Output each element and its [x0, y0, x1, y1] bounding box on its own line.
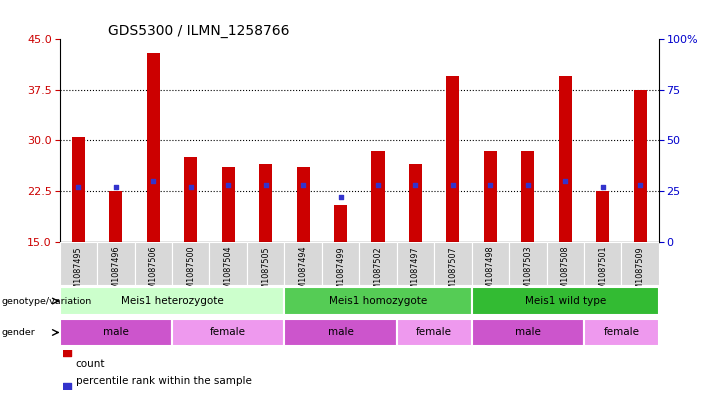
Text: GSM1087500: GSM1087500	[186, 246, 195, 299]
FancyBboxPatch shape	[359, 242, 397, 285]
Text: count: count	[76, 358, 105, 369]
Text: GSM1087495: GSM1087495	[74, 246, 83, 299]
Bar	[522, 151, 534, 242]
Text: GSM1087504: GSM1087504	[224, 246, 233, 299]
Bar	[259, 164, 272, 242]
Bar	[109, 191, 123, 242]
Point	[522, 182, 533, 188]
FancyBboxPatch shape	[434, 242, 472, 285]
Text: female: female	[416, 327, 452, 338]
Point	[410, 182, 421, 188]
Text: GSM1087494: GSM1087494	[299, 246, 308, 299]
FancyBboxPatch shape	[247, 242, 285, 285]
Point	[110, 184, 121, 190]
FancyBboxPatch shape	[60, 242, 97, 285]
Text: GSM1087502: GSM1087502	[374, 246, 383, 299]
Bar	[634, 90, 647, 242]
FancyBboxPatch shape	[285, 319, 397, 346]
Text: GSM1087503: GSM1087503	[524, 246, 532, 299]
Bar	[372, 151, 385, 242]
FancyBboxPatch shape	[285, 287, 472, 315]
FancyBboxPatch shape	[172, 319, 285, 346]
Point	[485, 182, 496, 188]
Point	[597, 184, 608, 190]
Text: GSM1087509: GSM1087509	[636, 246, 645, 299]
FancyBboxPatch shape	[97, 242, 135, 285]
Text: GSM1087499: GSM1087499	[336, 246, 345, 299]
Point	[297, 182, 308, 188]
Text: male: male	[327, 327, 353, 338]
Bar	[596, 191, 609, 242]
FancyBboxPatch shape	[509, 242, 547, 285]
FancyBboxPatch shape	[135, 242, 172, 285]
Point	[372, 182, 383, 188]
Text: GSM1087506: GSM1087506	[149, 246, 158, 299]
Text: female: female	[210, 327, 246, 338]
Point	[62, 384, 73, 390]
Text: GSM1087497: GSM1087497	[411, 246, 420, 299]
Point	[335, 194, 346, 200]
Point	[185, 184, 196, 190]
Bar	[409, 164, 422, 242]
FancyBboxPatch shape	[472, 287, 659, 315]
Text: male: male	[515, 327, 540, 338]
Text: Meis1 homozygote: Meis1 homozygote	[329, 296, 427, 306]
Text: GSM1087507: GSM1087507	[449, 246, 458, 299]
Text: Meis1 heterozygote: Meis1 heterozygote	[121, 296, 224, 306]
Point	[62, 349, 73, 355]
Point	[73, 184, 84, 190]
FancyBboxPatch shape	[472, 242, 509, 285]
Point	[148, 178, 159, 184]
FancyBboxPatch shape	[210, 242, 247, 285]
Point	[559, 178, 571, 184]
Bar	[297, 167, 310, 242]
Text: GSM1087501: GSM1087501	[598, 246, 607, 299]
FancyBboxPatch shape	[584, 319, 659, 346]
Bar	[484, 151, 497, 242]
Text: male: male	[103, 327, 129, 338]
Text: GSM1087508: GSM1087508	[561, 246, 570, 299]
Bar	[72, 137, 85, 242]
Text: GSM1087505: GSM1087505	[261, 246, 270, 299]
Text: GSM1087496: GSM1087496	[111, 246, 121, 299]
Bar	[447, 76, 459, 242]
Text: GSM1087498: GSM1087498	[486, 246, 495, 299]
Bar	[334, 205, 347, 242]
Bar	[147, 53, 160, 242]
Point	[222, 182, 233, 188]
FancyBboxPatch shape	[547, 242, 584, 285]
FancyBboxPatch shape	[472, 319, 584, 346]
FancyBboxPatch shape	[285, 242, 322, 285]
FancyBboxPatch shape	[397, 242, 434, 285]
Text: gender: gender	[1, 328, 35, 337]
FancyBboxPatch shape	[172, 242, 210, 285]
FancyBboxPatch shape	[60, 287, 285, 315]
FancyBboxPatch shape	[60, 319, 172, 346]
FancyBboxPatch shape	[322, 242, 359, 285]
Text: female: female	[604, 327, 639, 338]
Bar	[184, 157, 197, 242]
Text: genotype/variation: genotype/variation	[1, 297, 92, 305]
Point	[260, 182, 271, 188]
Bar	[222, 167, 235, 242]
Point	[447, 182, 458, 188]
FancyBboxPatch shape	[397, 319, 472, 346]
Bar	[559, 76, 572, 242]
Point	[634, 182, 646, 188]
FancyBboxPatch shape	[622, 242, 659, 285]
Text: GDS5300 / ILMN_1258766: GDS5300 / ILMN_1258766	[107, 24, 289, 38]
Text: percentile rank within the sample: percentile rank within the sample	[76, 376, 252, 386]
Text: Meis1 wild type: Meis1 wild type	[524, 296, 606, 306]
FancyBboxPatch shape	[584, 242, 622, 285]
